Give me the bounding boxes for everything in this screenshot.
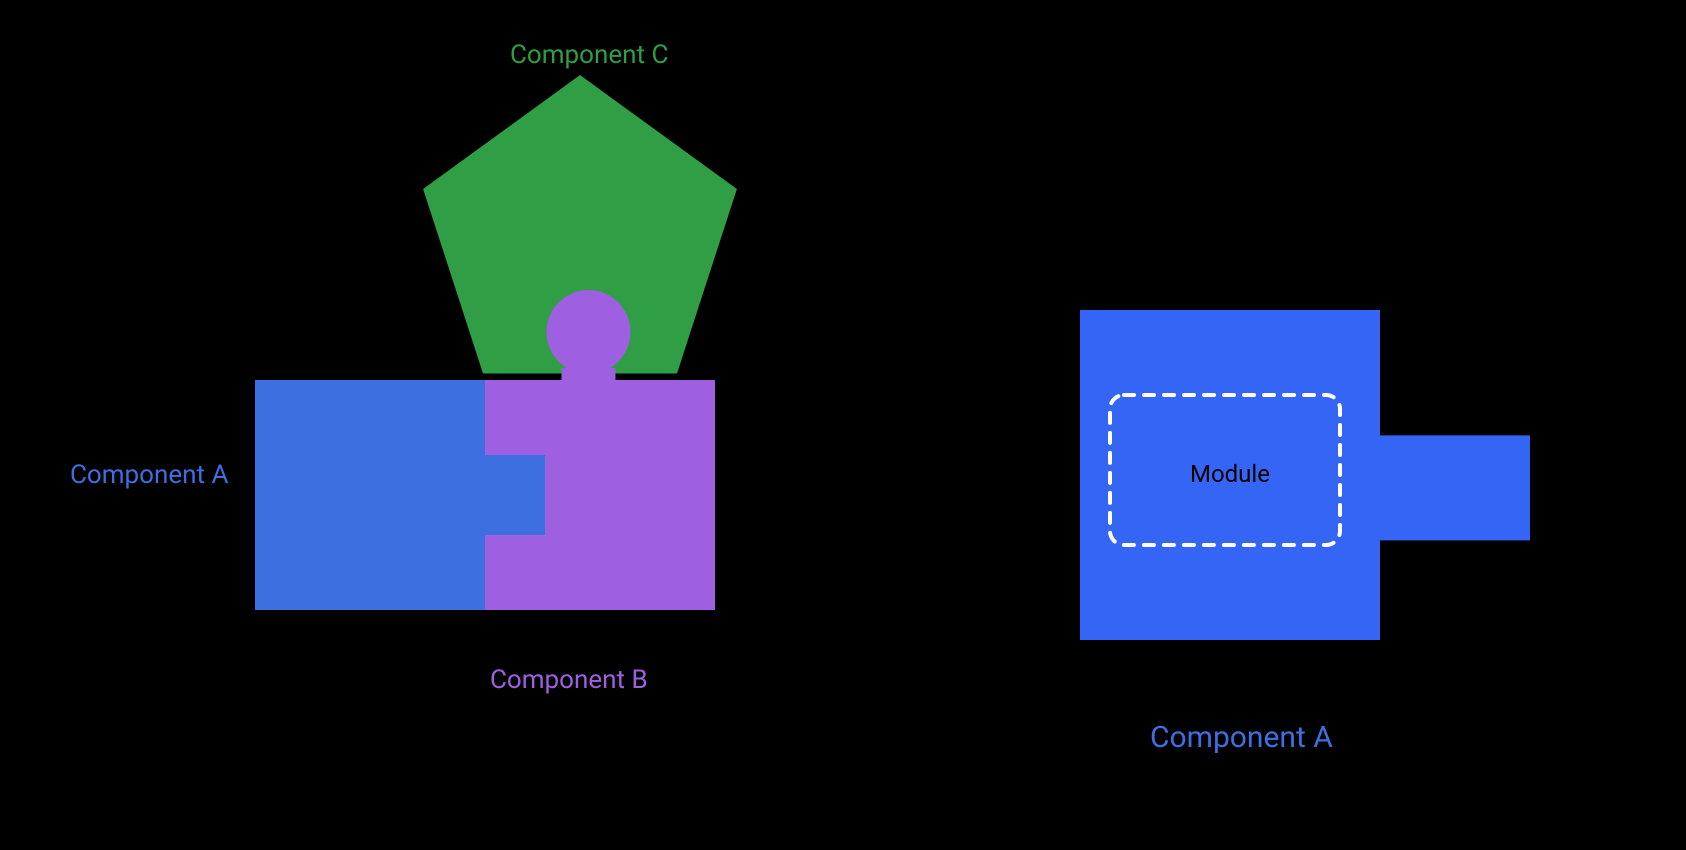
label-component-c: Component C	[510, 40, 668, 70]
shape-component-a-right	[1080, 310, 1530, 640]
label-module: Module	[1190, 460, 1270, 488]
label-component-b: Component B	[490, 665, 648, 695]
label-component-a-left: Component A	[70, 460, 228, 490]
shape-component-b-knob	[547, 290, 631, 374]
label-component-a-right: Component A	[1150, 720, 1333, 755]
